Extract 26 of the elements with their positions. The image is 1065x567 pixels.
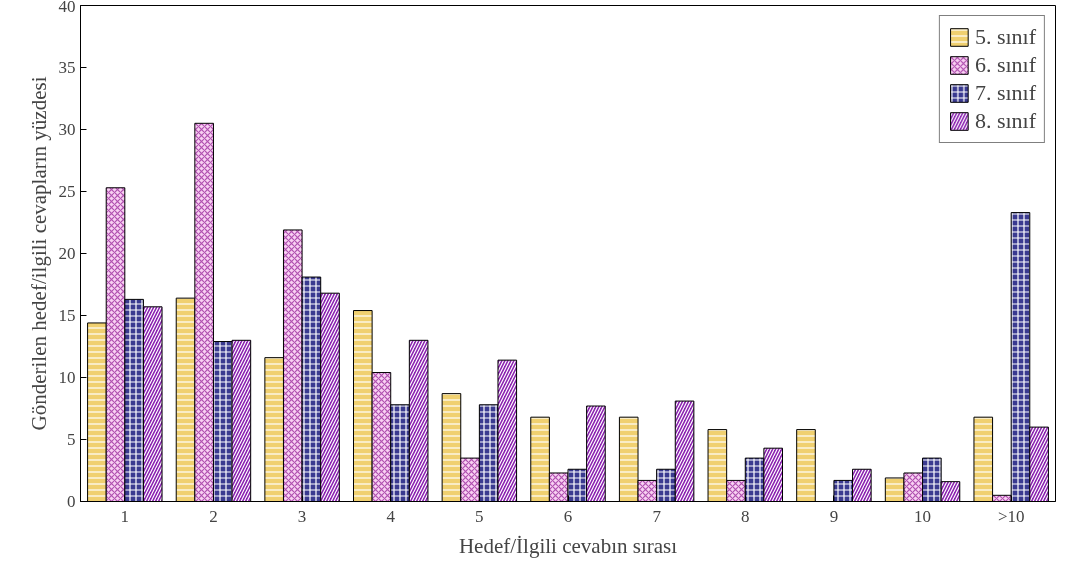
- x-tick-label: 8: [741, 506, 750, 526]
- legend-label: 7. sınıf: [974, 80, 1036, 106]
- y-tick-label: 40: [58, 0, 76, 16]
- y-tick-label: 30: [58, 120, 76, 139]
- x-tick-label: 6: [563, 506, 573, 526]
- y-tick-label: 15: [58, 306, 76, 325]
- y-tick-label: 20: [58, 244, 76, 263]
- y-tick-label: 10: [58, 368, 76, 387]
- x-tick-label: 4: [386, 506, 396, 526]
- legend-label: 5. sınıf: [974, 24, 1036, 50]
- x-tick-label: 7: [652, 506, 662, 526]
- x-tick-label: 1: [120, 506, 130, 526]
- x-tick-label: 10: [914, 506, 932, 526]
- x-tick-label: 5: [475, 506, 484, 526]
- y-axis-title: Gönderilen hedef/ilgili cevapların yüzdesi: [26, 76, 51, 431]
- y-tick-label: 5: [67, 430, 76, 449]
- x-axis-title: Hedef/İlgili cevabın sırası: [458, 533, 678, 558]
- x-tick-label: 3: [297, 506, 307, 526]
- y-tick-label: 0: [67, 492, 76, 511]
- x-tick-label: >10: [997, 506, 1025, 526]
- legend-label: 8. sınıf: [974, 108, 1036, 134]
- y-tick-label: 25: [58, 182, 76, 201]
- legend-label: 6. sınıf: [974, 52, 1036, 78]
- x-tick-label: 9: [829, 506, 839, 526]
- y-tick-label: 35: [58, 58, 76, 77]
- x-tick-label: 2: [209, 506, 218, 526]
